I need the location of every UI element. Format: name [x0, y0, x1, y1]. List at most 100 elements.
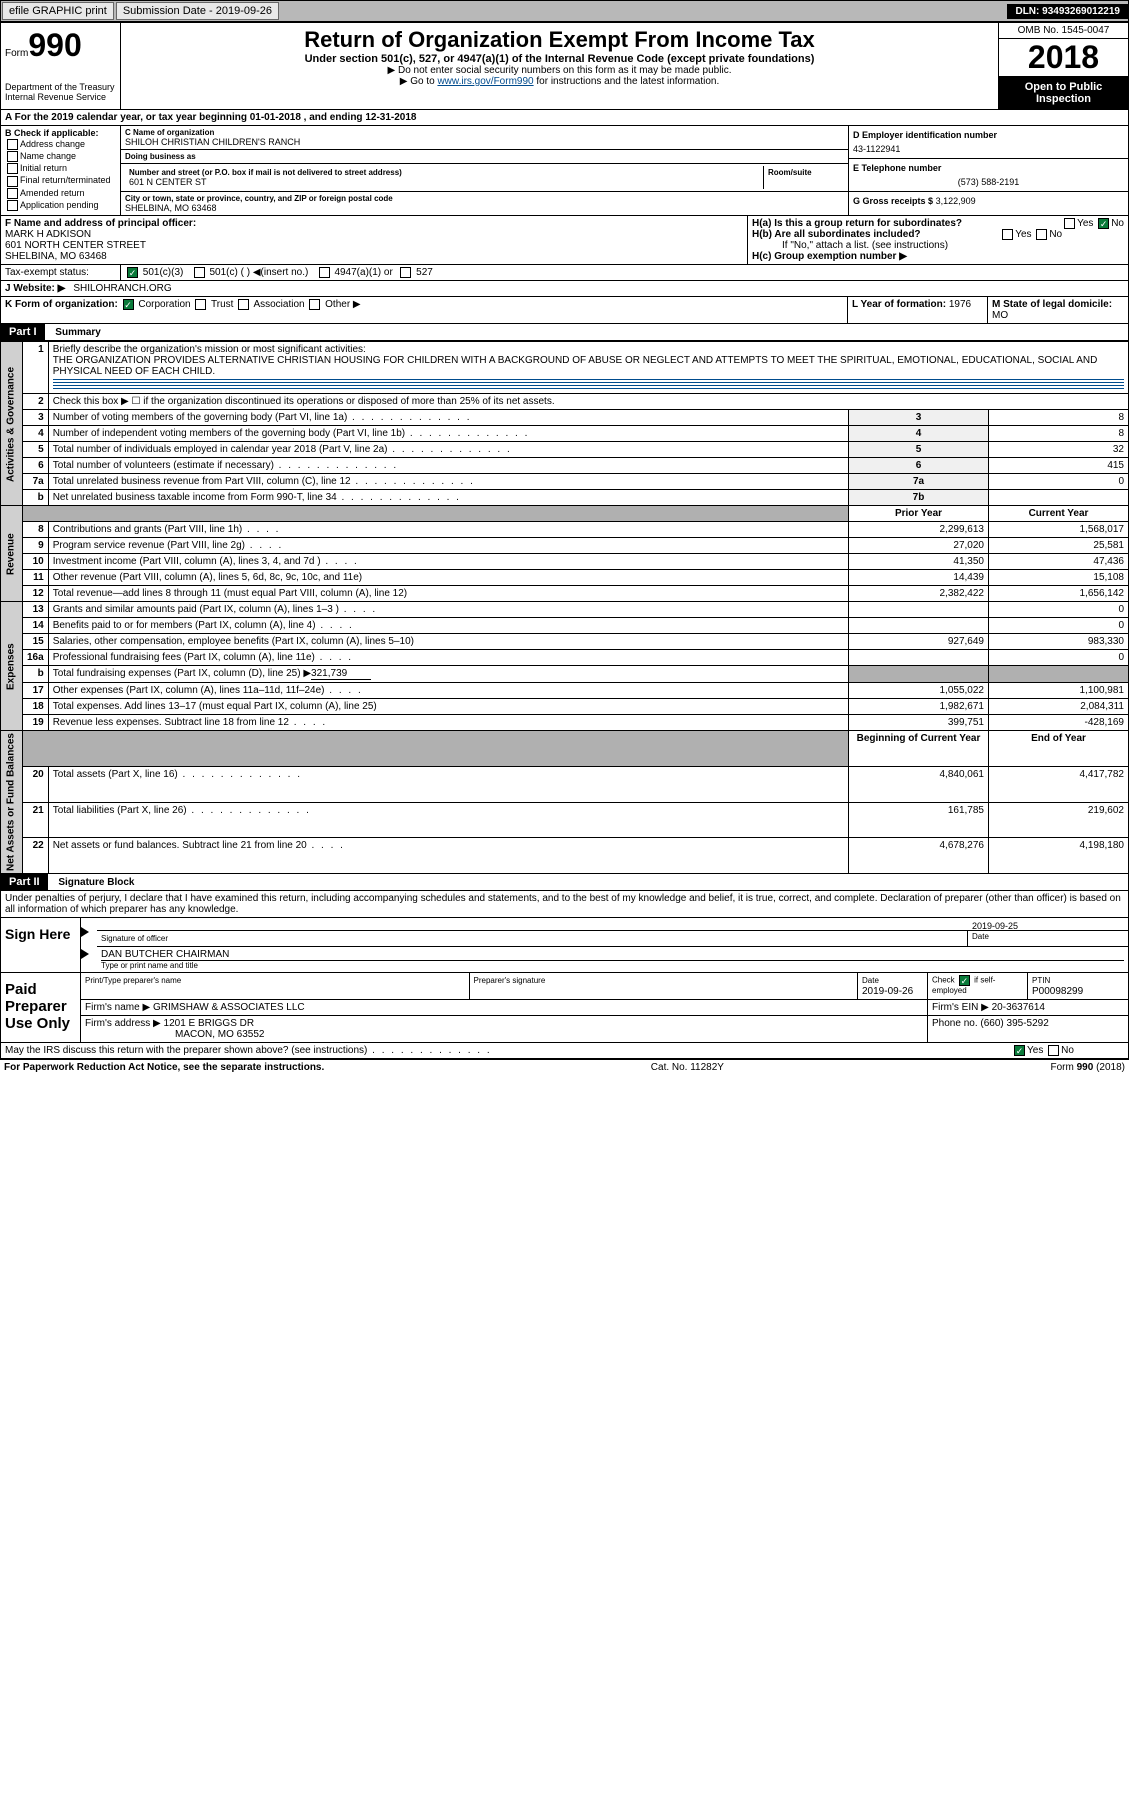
submission-date-label: Submission Date - 2019-09-26 [116, 2, 279, 20]
line-12-desc: Total revenue—add lines 8 through 11 (mu… [48, 586, 848, 602]
form-title: Return of Organization Exempt From Incom… [125, 27, 994, 53]
line-9-prior: 27,020 [849, 538, 989, 554]
ha-no[interactable] [1098, 218, 1109, 229]
form-subtitle: Under section 501(c), 527, or 4947(a)(1)… [125, 53, 994, 65]
part1-header: Part I Summary [0, 324, 1129, 341]
sig-date-label: Date [972, 932, 989, 941]
ein-label: D Employer identification number [853, 130, 1124, 140]
te-501c3[interactable] [127, 267, 138, 278]
check-amended[interactable]: Amended return [5, 188, 116, 199]
officer-addr1: 601 NORTH CENTER STREET [5, 240, 743, 251]
summary-table: Activities & Governance 1 Briefly descri… [0, 341, 1129, 874]
k-corp[interactable] [123, 299, 134, 310]
hb-label: H(b) Are all subordinates included? [752, 229, 921, 240]
officer-label: F Name and address of principal officer: [5, 218, 743, 229]
firm-addr2: MACON, MO 63552 [175, 1029, 264, 1040]
hb-no[interactable] [1036, 229, 1047, 240]
line-num-1: 1 [23, 342, 49, 394]
line-6-val: 415 [989, 458, 1129, 474]
line-7b-desc: Net unrelated business taxable income fr… [48, 490, 848, 506]
line-num-8: 8 [23, 522, 49, 538]
line-num-6: 6 [23, 458, 49, 474]
line-13-desc: Grants and similar amounts paid (Part IX… [48, 602, 848, 618]
line-num-20: 20 [23, 766, 49, 802]
q1-text: THE ORGANIZATION PROVIDES ALTERNATIVE CH… [53, 355, 1098, 377]
prep-sig-label: Preparer's signature [474, 976, 546, 985]
discuss-yes[interactable] [1014, 1045, 1025, 1056]
line-num-18: 18 [23, 699, 49, 715]
hb-note: If "No," attach a list. (see instruction… [752, 240, 1124, 251]
tax-year: 2018 [999, 39, 1128, 77]
discuss-no[interactable] [1048, 1045, 1059, 1056]
city-label: City or town, state or province, country… [125, 194, 844, 203]
current-header: Current Year [989, 506, 1129, 522]
arrow-icon [81, 927, 89, 937]
firm-addr-label: Firm's address ▶ [85, 1018, 161, 1029]
te-527[interactable] [400, 267, 411, 278]
line-8-desc: Contributions and grants (Part VIII, lin… [48, 522, 848, 538]
form-note1: ▶ Do not enter social security numbers o… [125, 65, 994, 76]
line-num-4: 4 [23, 426, 49, 442]
org-name: SHILOH CHRISTIAN CHILDREN'S RANCH [125, 137, 844, 147]
street-label: Number and street (or P.O. box if mail i… [129, 168, 759, 177]
k-assoc[interactable] [238, 299, 249, 310]
line-5-desc: Total number of individuals employed in … [48, 442, 848, 458]
k-label: K Form of organization: [5, 299, 118, 310]
prep-self-label: Check [932, 976, 957, 985]
prep-date-label: Date [862, 976, 879, 985]
m-value: MO [992, 310, 1008, 321]
part2-badge: Part II [1, 874, 48, 890]
line-num-16a: 16a [23, 650, 49, 666]
vert-revenue: Revenue [1, 506, 23, 602]
line-4-desc: Number of independent voting members of … [48, 426, 848, 442]
line-num-7a: 7a [23, 474, 49, 490]
line-18-curr: 2,084,311 [989, 699, 1129, 715]
check-final[interactable]: Final return/terminated [5, 175, 116, 186]
line-14-curr: 0 [989, 618, 1129, 634]
header-center: Return of Organization Exempt From Incom… [121, 23, 998, 109]
box-7a: 7a [849, 474, 989, 490]
k-trust[interactable] [195, 299, 206, 310]
footer-right: Form 990 (2018) [1051, 1062, 1125, 1073]
line-num-22: 22 [23, 838, 49, 874]
q2-text: Check this box ▶ ☐ if the organization d… [48, 394, 1128, 410]
website-row: J Website: ▶ SHILOHRANCH.ORG [0, 281, 1129, 297]
part1-badge: Part I [1, 324, 45, 340]
efile-print-button[interactable]: efile GRAPHIC print [2, 2, 114, 20]
line-9-curr: 25,581 [989, 538, 1129, 554]
check-pending[interactable]: Application pending [5, 200, 116, 211]
topbar: efile GRAPHIC print Submission Date - 20… [0, 0, 1129, 22]
prior-header: Prior Year [849, 506, 989, 522]
phone-label: E Telephone number [853, 163, 1124, 173]
line-11-desc: Other revenue (Part VIII, column (A), li… [48, 570, 848, 586]
hb-yes[interactable] [1002, 229, 1013, 240]
te-4947[interactable] [319, 267, 330, 278]
arrow-icon [81, 949, 89, 959]
part1-title: Summary [47, 325, 109, 340]
ha-yes[interactable] [1064, 218, 1075, 229]
sig-name: DAN BUTCHER CHAIRMAN [101, 949, 1124, 960]
q1-label: Briefly describe the organization's miss… [53, 344, 366, 355]
firm-phone: (660) 395-5292 [980, 1018, 1048, 1029]
note2-pre: ▶ Go to [400, 76, 438, 87]
irs-link[interactable]: www.irs.gov/Form990 [437, 76, 533, 87]
line-16a-prior [849, 650, 989, 666]
line-10-curr: 47,436 [989, 554, 1129, 570]
check-address[interactable]: Address change [5, 139, 116, 150]
line-20-curr: 4,417,782 [989, 766, 1129, 802]
self-emp-check[interactable] [959, 975, 970, 986]
prep-name-label: Print/Type preparer's name [85, 976, 181, 985]
gross-label: G Gross receipts $ [853, 196, 933, 206]
line-13-curr: 0 [989, 602, 1129, 618]
paid-preparer-block: Paid Preparer Use Only Print/Type prepar… [0, 973, 1129, 1043]
line-15-desc: Salaries, other compensation, employee b… [48, 634, 848, 650]
line-7a-val: 0 [989, 474, 1129, 490]
firm-ein: 20-3637614 [992, 1002, 1045, 1013]
check-initial[interactable]: Initial return [5, 163, 116, 174]
k-other[interactable] [309, 299, 320, 310]
te-501c[interactable] [194, 267, 205, 278]
open-public-label: Open to Public Inspection [999, 77, 1128, 109]
street-value: 601 N CENTER ST [129, 177, 759, 187]
check-name[interactable]: Name change [5, 151, 116, 162]
box-3: 3 [849, 410, 989, 426]
